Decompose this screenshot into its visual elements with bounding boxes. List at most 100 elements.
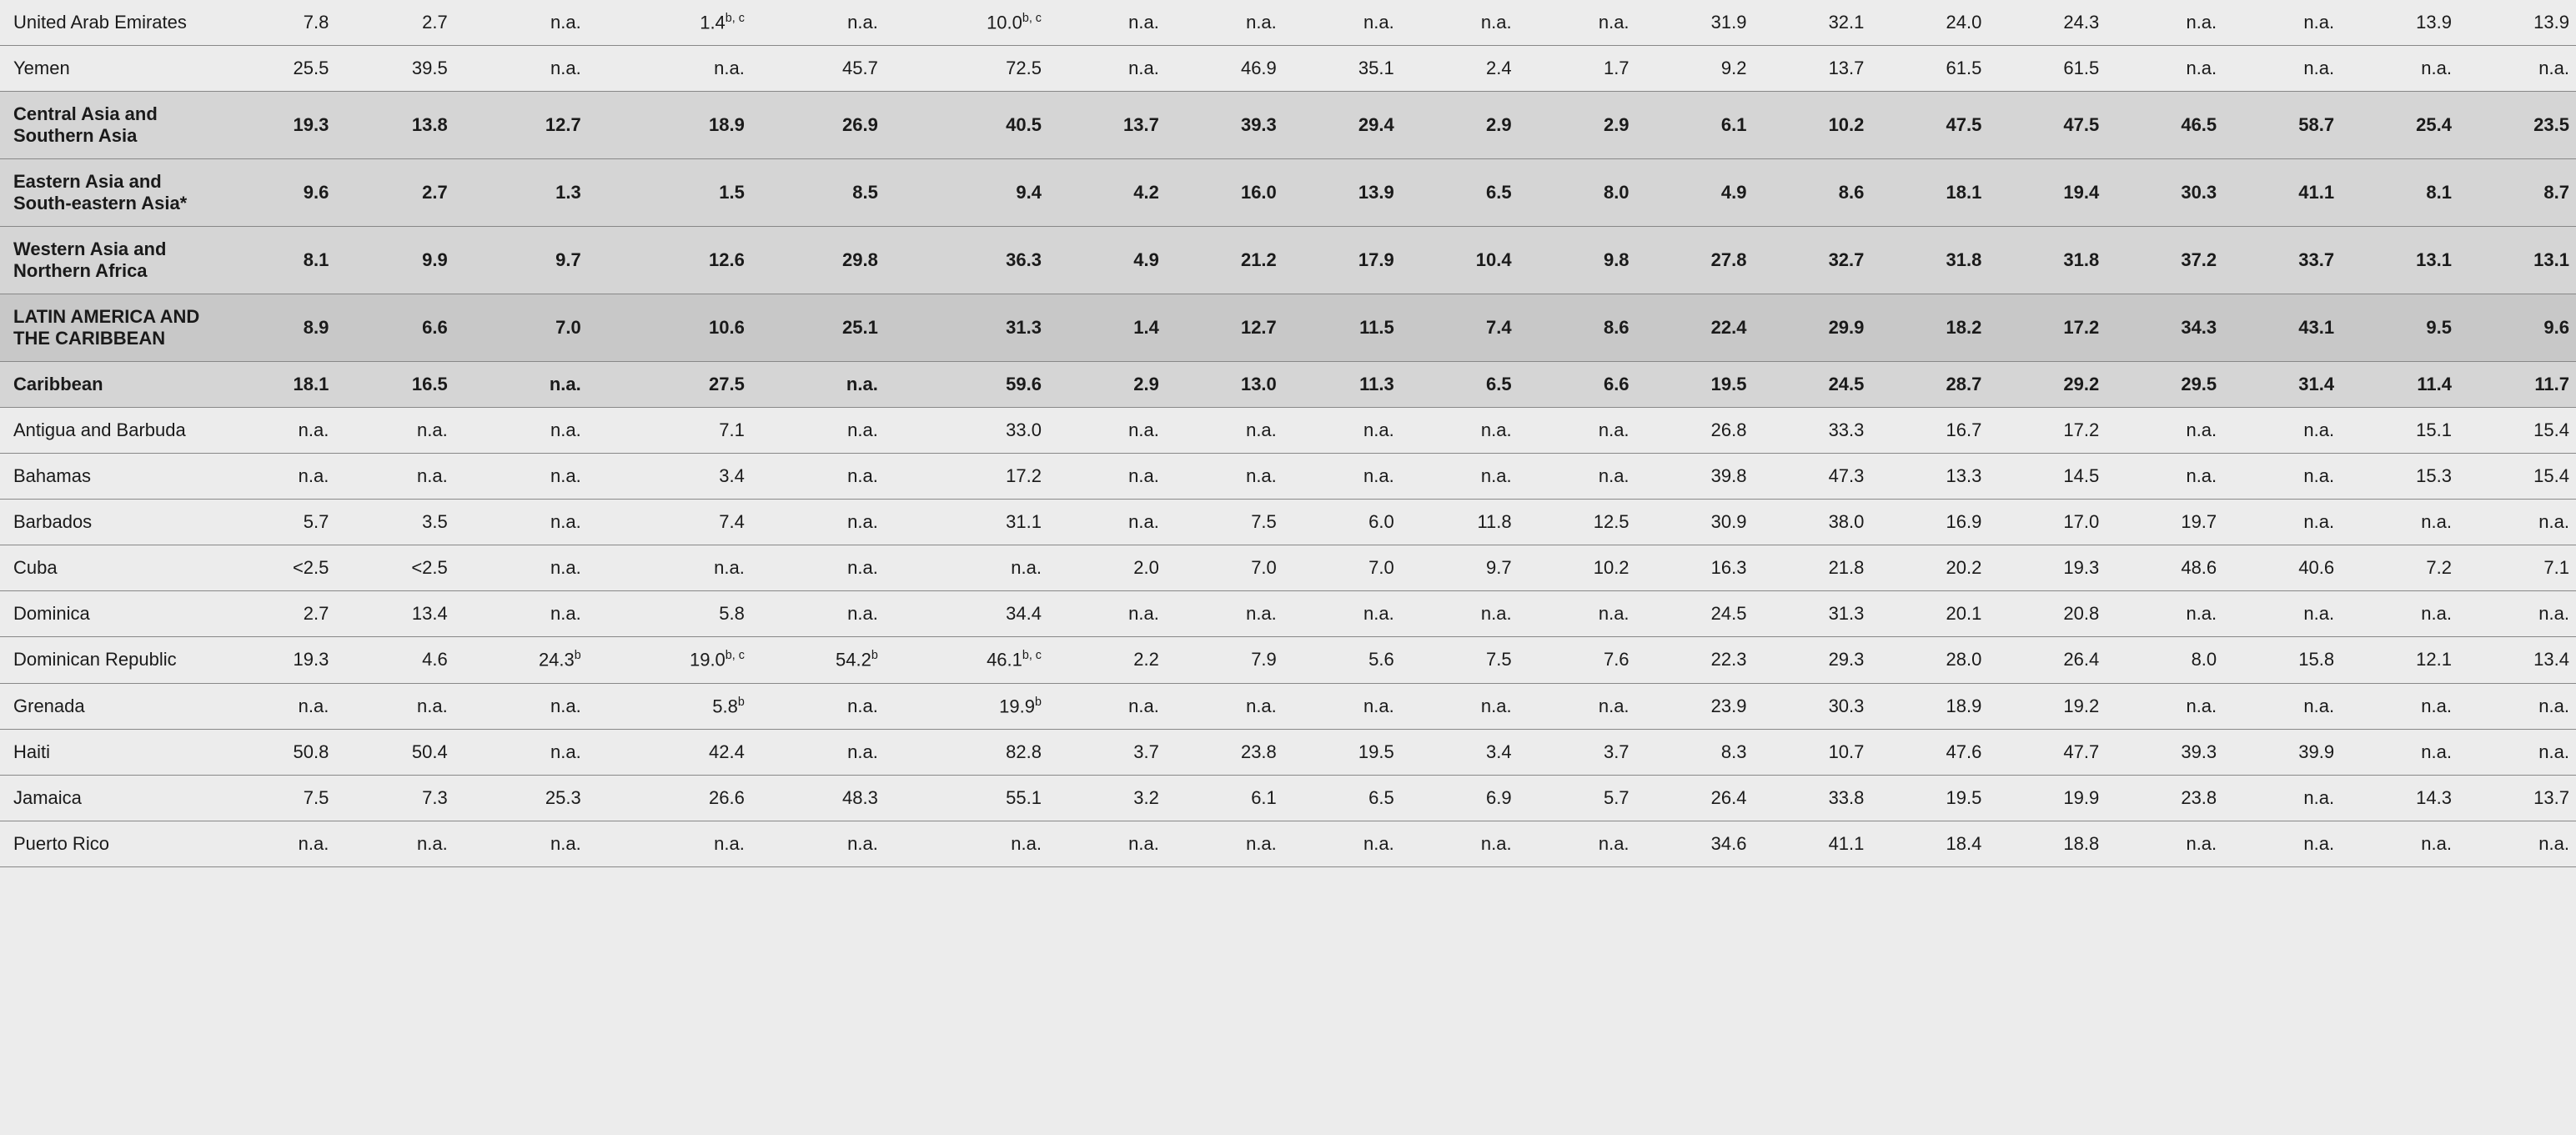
cell-value: 1.4b, c [588, 0, 751, 46]
cell-value: n.a. [1166, 683, 1283, 729]
row-label: Yemen [0, 46, 217, 92]
cell-value: 6.6 [335, 294, 454, 362]
cell-value: 8.1 [2341, 159, 2458, 227]
row-label: United Arab Emirates [0, 0, 217, 46]
cell-value: 1.5 [588, 159, 751, 227]
cell-value: 35.1 [1283, 46, 1401, 92]
cell-value: n.a. [2223, 46, 2341, 92]
cell-value: 9.9 [335, 227, 454, 294]
table-row: Jamaica7.57.325.326.648.355.13.26.16.56.… [0, 775, 2576, 821]
cell-value: n.a. [1401, 683, 1519, 729]
row-label: Dominican Republic [0, 637, 217, 683]
cell-value: 45.7 [751, 46, 885, 92]
cell-value: 17.0 [1988, 500, 2106, 545]
cell-value: 19.3 [1988, 545, 2106, 591]
cell-value: n.a. [1401, 0, 1519, 46]
cell-value: 34.4 [885, 591, 1048, 637]
cell-value: 1.7 [1519, 46, 1636, 92]
cell-value: 13.8 [335, 92, 454, 159]
cell-value: n.a. [2458, 46, 2576, 92]
cell-value: n.a. [2106, 408, 2223, 454]
cell-value: 13.0 [1166, 362, 1283, 408]
cell-value: 23.8 [1166, 729, 1283, 775]
cell-value: 13.9 [2458, 0, 2576, 46]
cell-value: 5.6 [1283, 637, 1401, 683]
cell-value: 33.7 [2223, 227, 2341, 294]
cell-value: 40.6 [2223, 545, 2341, 591]
cell-value: <2.5 [335, 545, 454, 591]
cell-value: 19.7 [2106, 500, 2223, 545]
table-row: Central Asia and Southern Asia19.313.812… [0, 92, 2576, 159]
cell-value: 8.7 [2458, 159, 2576, 227]
cell-value: n.a. [1519, 683, 1636, 729]
cell-value: 30.9 [1636, 500, 1754, 545]
table-row: Barbados5.73.5n.a.7.4n.a.31.1n.a.7.56.01… [0, 500, 2576, 545]
cell-value: n.a. [1283, 821, 1401, 866]
row-label: Cuba [0, 545, 217, 591]
cell-value: 47.5 [1988, 92, 2106, 159]
cell-value: n.a. [1401, 591, 1519, 637]
cell-value: n.a. [454, 0, 588, 46]
cell-value: 16.0 [1166, 159, 1283, 227]
cell-value: 12.1 [2341, 637, 2458, 683]
cell-value: n.a. [2458, 729, 2576, 775]
cell-value: 8.9 [217, 294, 335, 362]
cell-value: 5.7 [217, 500, 335, 545]
cell-value: 9.8 [1519, 227, 1636, 294]
cell-value: 15.1 [2341, 408, 2458, 454]
cell-value: 29.4 [1283, 92, 1401, 159]
cell-value: 16.9 [1870, 500, 1988, 545]
cell-value: 18.8 [1988, 821, 2106, 866]
cell-value: 19.9 [1988, 775, 2106, 821]
cell-value: n.a. [2223, 775, 2341, 821]
cell-value: 39.3 [1166, 92, 1283, 159]
row-label: Jamaica [0, 775, 217, 821]
cell-value: 7.6 [1519, 637, 1636, 683]
cell-value: 6.1 [1166, 775, 1283, 821]
footnote-marker: b [871, 649, 878, 662]
cell-value: 6.1 [1636, 92, 1754, 159]
cell-value: n.a. [1283, 454, 1401, 500]
cell-value: 61.5 [1988, 46, 2106, 92]
cell-value: 10.4 [1401, 227, 1519, 294]
cell-value: n.a. [2106, 821, 2223, 866]
cell-value: 25.5 [217, 46, 335, 92]
table-row: Grenadan.a.n.a.n.a.5.8bn.a.19.9bn.a.n.a.… [0, 683, 2576, 729]
cell-value: 12.6 [588, 227, 751, 294]
cell-value: 47.7 [1988, 729, 2106, 775]
cell-value: 3.7 [1048, 729, 1166, 775]
footnote-marker: b [575, 649, 581, 662]
cell-value: n.a. [2223, 500, 2341, 545]
cell-value: n.a. [217, 454, 335, 500]
cell-value: n.a. [2223, 591, 2341, 637]
cell-value: 13.4 [2458, 637, 2576, 683]
row-label: Grenada [0, 683, 217, 729]
cell-value: 22.4 [1636, 294, 1754, 362]
row-label: Puerto Rico [0, 821, 217, 866]
table-row: Puerto Ricon.a.n.a.n.a.n.a.n.a.n.a.n.a.n… [0, 821, 2576, 866]
cell-value: n.a. [335, 683, 454, 729]
cell-value: 24.0 [1870, 0, 1988, 46]
cell-value: 26.4 [1636, 775, 1754, 821]
cell-value: n.a. [1401, 454, 1519, 500]
cell-value: 26.4 [1988, 637, 2106, 683]
cell-value: 32.1 [1753, 0, 1870, 46]
cell-value: 40.5 [885, 92, 1048, 159]
cell-value: n.a. [2458, 821, 2576, 866]
footnote-marker: b, c [1022, 649, 1042, 662]
cell-value: 13.4 [335, 591, 454, 637]
cell-value: 41.1 [1753, 821, 1870, 866]
cell-value: 7.5 [1166, 500, 1283, 545]
cell-value: 13.7 [1753, 46, 1870, 92]
row-label: Eastern Asia and South-eastern Asia* [0, 159, 217, 227]
cell-value: 47.6 [1870, 729, 1988, 775]
cell-value: 8.1 [217, 227, 335, 294]
cell-value: n.a. [2106, 0, 2223, 46]
cell-value: 9.5 [2341, 294, 2458, 362]
cell-value: n.a. [454, 46, 588, 92]
cell-value: n.a. [2223, 454, 2341, 500]
table-row: Eastern Asia and South-eastern Asia*9.62… [0, 159, 2576, 227]
cell-value: n.a. [1048, 408, 1166, 454]
cell-value: 19.4 [1988, 159, 2106, 227]
cell-value: n.a. [217, 821, 335, 866]
